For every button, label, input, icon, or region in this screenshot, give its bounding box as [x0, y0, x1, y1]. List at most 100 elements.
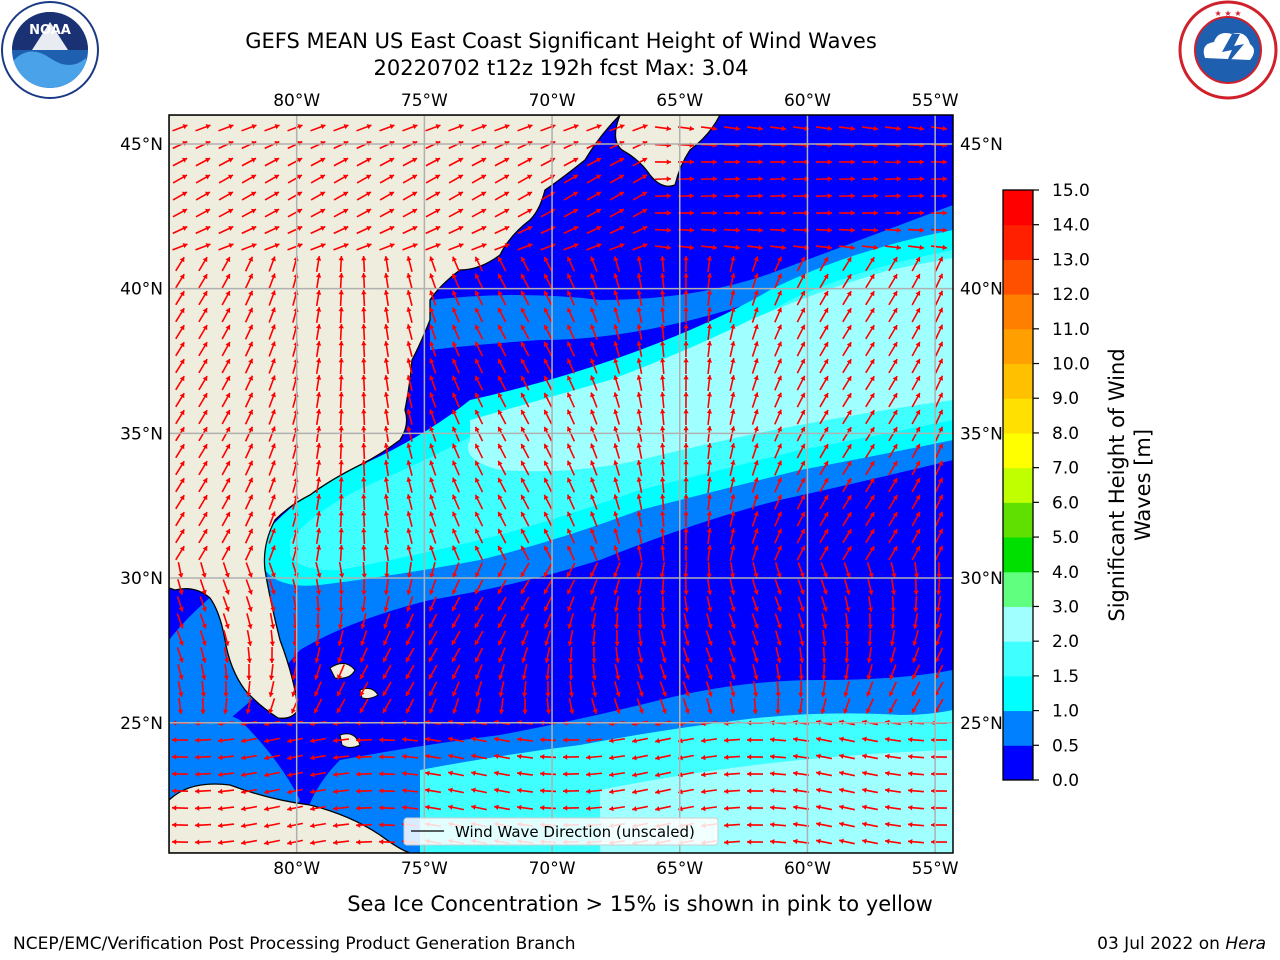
wave-direction-arrow	[356, 174, 372, 184]
wave-direction-arrow	[683, 510, 689, 528]
wave-direction-arrow	[338, 561, 345, 579]
colorbar-tick-label-13: 11.0	[1052, 320, 1090, 340]
wave-direction-arrow	[194, 771, 212, 777]
wave-direction-arrow	[838, 125, 856, 132]
wave-direction-arrow	[221, 375, 231, 391]
lat-label-left-4: 25°N	[120, 714, 163, 734]
wave-direction-arrow	[356, 208, 372, 218]
wave-direction-arrow	[838, 159, 856, 165]
wave-direction-arrow	[424, 787, 442, 794]
wave-direction-arrow	[194, 737, 212, 743]
wave-direction-arrow	[315, 289, 322, 307]
wave-direction-arrow	[268, 290, 276, 306]
wave-direction-arrow	[406, 477, 413, 493]
wave-direction-arrow	[177, 579, 184, 595]
wave-direction-arrow	[425, 225, 441, 235]
wave-direction-arrow	[654, 176, 672, 182]
wave-direction-arrow	[911, 409, 921, 425]
wave-direction-arrow	[774, 545, 782, 561]
wave-direction-arrow	[199, 579, 207, 595]
wave-direction-arrow	[677, 210, 695, 216]
wave-direction-arrow	[405, 664, 415, 680]
wave-direction-arrow	[497, 290, 507, 306]
wave-direction-arrow	[315, 544, 322, 562]
wave-direction-arrow	[474, 647, 484, 663]
wave-direction-arrow	[659, 647, 667, 663]
wave-direction-arrow	[543, 477, 553, 493]
wave-direction-arrow	[819, 307, 829, 323]
wave-direction-arrow	[245, 680, 252, 698]
wave-direction-arrow	[474, 358, 484, 374]
wave-direction-arrow	[171, 754, 189, 760]
wave-direction-arrow	[706, 510, 713, 528]
wave-direction-arrow	[497, 273, 507, 289]
wave-direction-arrow	[636, 477, 643, 493]
wave-direction-arrow	[683, 561, 689, 579]
wave-direction-arrow	[471, 804, 487, 811]
wave-direction-arrow	[269, 646, 275, 664]
wave-direction-arrow	[934, 256, 944, 272]
wave-direction-arrow	[425, 157, 441, 167]
wave-direction-arrow	[378, 805, 396, 811]
wave-direction-arrow	[383, 357, 390, 375]
wave-direction-arrow	[474, 273, 484, 289]
wave-direction-arrow	[287, 243, 303, 251]
colorbar-segment-1	[1003, 710, 1033, 746]
wave-direction-arrow	[520, 358, 530, 374]
wave-direction-arrow	[425, 191, 441, 201]
wave-direction-arrow	[268, 681, 275, 697]
colorbar-segment-12	[1003, 328, 1033, 365]
wave-direction-arrow	[746, 125, 764, 132]
wave-direction-arrow	[520, 409, 530, 425]
wave-direction-arrow	[746, 159, 764, 165]
wave-direction-arrow	[359, 698, 369, 714]
wave-direction-arrow	[752, 680, 759, 698]
wave-direction-arrow	[240, 805, 258, 812]
wave-direction-arrow	[751, 511, 759, 527]
wave-direction-arrow	[175, 341, 185, 357]
wave-direction-arrow	[429, 290, 437, 306]
wave-direction-arrow	[839, 736, 855, 743]
wave-direction-arrow	[751, 324, 759, 340]
wave-direction-arrow	[566, 545, 576, 561]
wave-direction-arrow	[240, 822, 258, 829]
wave-direction-arrow	[589, 562, 599, 578]
wave-direction-arrow	[729, 681, 736, 697]
wave-direction-arrow	[175, 545, 185, 561]
wave-direction-arrow	[655, 754, 671, 761]
wave-direction-arrow	[315, 374, 322, 392]
wave-direction-arrow	[194, 788, 212, 794]
wave-direction-arrow	[338, 272, 344, 290]
wave-direction-arrow	[516, 736, 534, 743]
wave-direction-arrow	[378, 839, 396, 845]
wave-direction-arrow	[934, 545, 944, 561]
wave-direction-arrow	[566, 494, 576, 510]
wave-direction-arrow	[930, 805, 948, 811]
wave-direction-arrow	[866, 681, 874, 697]
wave-direction-arrow	[866, 664, 873, 680]
wave-direction-arrow	[494, 157, 510, 167]
wave-direction-arrow	[613, 443, 621, 459]
wave-direction-arrow	[888, 290, 898, 306]
wave-direction-arrow	[405, 630, 415, 646]
wave-direction-arrow	[815, 736, 833, 743]
wave-direction-arrow	[590, 579, 598, 595]
wave-direction-arrow	[544, 630, 552, 646]
wave-direction-arrow	[796, 409, 806, 425]
wave-direction-arrow	[566, 358, 576, 374]
wave-direction-arrow	[700, 193, 718, 199]
wave-direction-arrow	[706, 544, 713, 562]
wave-direction-arrow	[792, 838, 810, 845]
wave-direction-arrow	[888, 477, 898, 493]
wave-direction-arrow	[884, 838, 902, 845]
wave-direction-arrow	[493, 770, 511, 777]
wave-direction-arrow	[448, 225, 464, 235]
wave-direction-arrow	[769, 210, 787, 216]
wave-direction-arrow	[700, 805, 718, 812]
wave-direction-arrow	[520, 256, 530, 272]
wave-direction-arrow	[815, 838, 833, 845]
wave-direction-arrow	[379, 243, 395, 251]
wave-direction-arrow	[746, 244, 764, 251]
colorbar-tick-label-8: 6.0	[1052, 493, 1079, 513]
wave-direction-arrow	[474, 630, 484, 646]
